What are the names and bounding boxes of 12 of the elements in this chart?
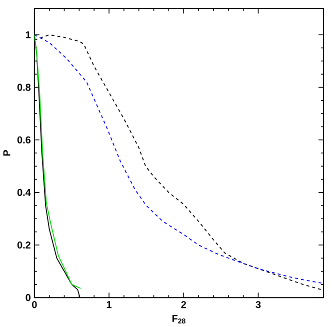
y-tick-label: 0.2 xyxy=(17,242,30,249)
x-axis-title: F$_{28}$ xyxy=(172,315,186,324)
y-tick-label: 0.4 xyxy=(17,189,31,196)
y-tick-label: 0.8 xyxy=(17,84,31,91)
y-tick-label: 0 xyxy=(26,294,30,302)
y-tick-label: 0.6 xyxy=(17,136,31,144)
x-tick-label: 3 xyxy=(256,301,261,308)
y-tick-label: 1 xyxy=(26,31,31,38)
y-axis-title: P xyxy=(3,150,10,156)
x-tick-label: 1 xyxy=(106,301,112,308)
x-tick-label: 0 xyxy=(32,301,37,308)
x-tick-label: 2 xyxy=(181,301,186,308)
